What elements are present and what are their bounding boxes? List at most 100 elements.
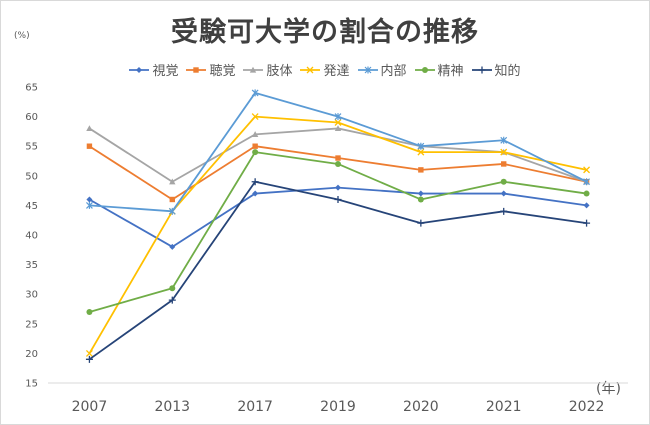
data-point [417,219,425,227]
data-point [169,243,176,250]
data-point [501,161,507,167]
data-point [500,136,508,144]
data-point [334,125,342,132]
series-1 [86,184,590,250]
data-point [169,178,176,185]
data-point [334,119,342,126]
legend-item: 肢体 [243,60,292,79]
x-tick-label: 2007 [72,399,108,415]
data-point [251,178,259,186]
series-line [88,127,587,183]
legend-label: 発達 [323,64,350,79]
series-4 [85,113,591,357]
data-point [417,190,424,197]
x-tick-label: 2021 [486,399,522,415]
legend-swatch [300,66,321,73]
data-point [583,219,591,227]
data-point [583,190,590,197]
legend-item: 聴覚 [186,60,235,79]
data-point [335,184,341,191]
data-point [169,285,176,292]
y-tick-label: 20 [25,349,38,360]
legend-label: 視覚 [152,64,179,79]
data-point [334,113,342,121]
legend: 視覚 聴覚 肢体 発達 内部 精神 知的 [0,60,650,79]
legend-label: 肢体 [266,64,293,79]
y-tick-label: 25 [25,319,38,330]
legend-swatch [129,66,150,73]
legend-item: 精神 [414,60,464,79]
legend-swatch [357,66,378,73]
data-point [85,355,93,363]
legend-item: 知的 [471,60,521,79]
legend-swatch [186,66,207,73]
y-tick-label: 50 [25,171,38,182]
data-point [417,148,425,156]
data-point [252,143,258,149]
x-tick-label: 2020 [403,399,439,415]
data-point [86,308,93,315]
data-point [335,160,341,167]
legend-marker [193,66,200,73]
data-point [86,143,93,149]
data-point [85,349,93,357]
legend-marker [478,66,486,73]
legend-swatch [243,66,264,73]
data-point [168,207,176,215]
data-point [169,196,175,203]
data-point [86,201,93,209]
data-point [500,148,508,156]
legend-marker [364,66,371,73]
data-point [251,113,259,121]
x-tick-label: 2019 [320,399,356,415]
data-point [251,89,259,97]
y-tick-label: 40 [25,231,38,242]
data-point [583,178,590,186]
data-point [334,195,342,203]
x-tick-label: 2013 [154,399,190,415]
series-line [88,115,587,354]
series-7 [85,178,591,363]
legend-marker [421,66,428,73]
legend-swatch [414,66,435,73]
series-5 [86,89,590,215]
y-tick-label: 15 [25,379,38,390]
legend-item: 内部 [357,60,407,79]
data-point [335,155,341,161]
series-6 [86,149,590,315]
data-point [500,190,507,197]
legend-item: 視覚 [129,60,178,79]
data-point [500,178,507,185]
y-tick-label: 60 [25,112,38,123]
data-point [252,149,259,156]
series-2 [86,143,590,203]
x-tick-label: 2017 [237,399,273,415]
data-point [86,125,93,132]
legend-marker [250,66,257,73]
legend-label: 聴覚 [209,64,236,79]
data-point [583,202,590,209]
legend-swatch [471,66,492,73]
data-point [500,207,508,215]
y-tick-label: 35 [25,260,38,271]
legend-marker [307,66,314,73]
data-point [86,196,93,203]
data-point [417,142,425,150]
legend-label: 精神 [437,64,464,79]
y-axis-unit-label: (%) [14,31,30,41]
legend-label: 知的 [494,64,521,79]
data-point [252,190,259,197]
y-tick-label: 65 [25,83,38,94]
y-tick-label: 45 [25,201,38,212]
chart-title: 受験可大学の割合の推移 [171,17,479,48]
legend-item: 発達 [300,60,350,79]
legend-marker [136,66,143,73]
data-point [418,167,424,173]
data-point [168,296,176,304]
y-tick-label: 30 [25,290,38,301]
data-point [417,196,424,203]
data-point [251,131,259,137]
x-axis-unit-label: (年) [596,381,621,397]
x-tick-label: 2022 [569,399,605,415]
